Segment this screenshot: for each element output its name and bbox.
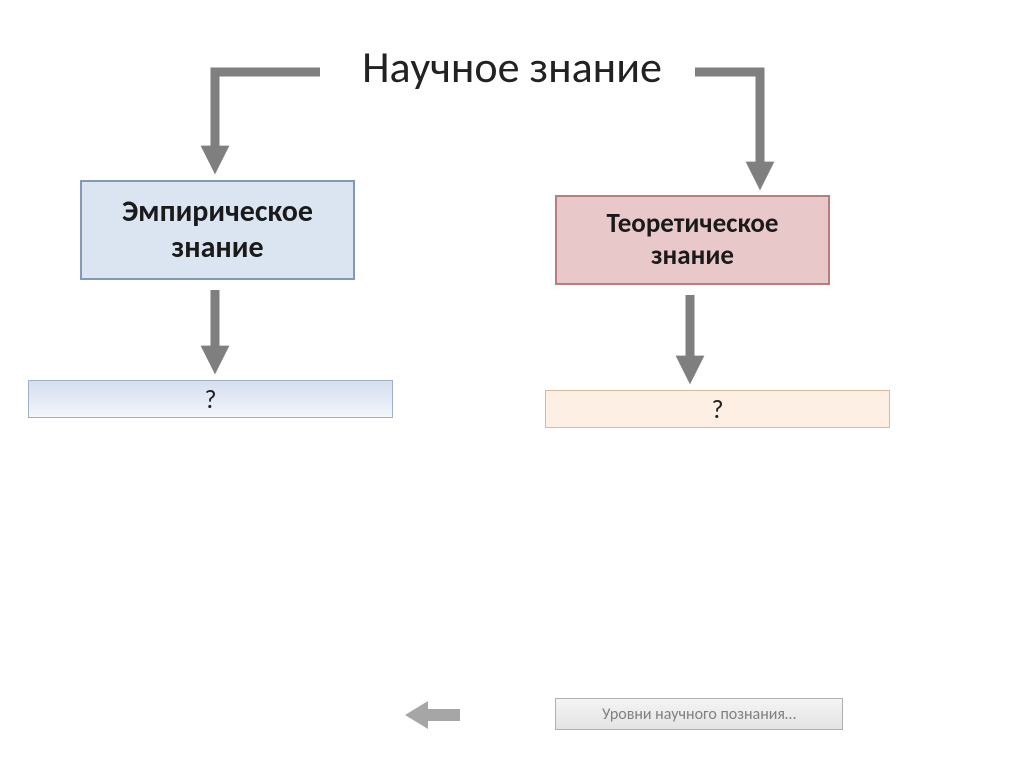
node-question-right-label: ? (711, 393, 723, 425)
levels-button-label: Уровни научного познания… (602, 705, 796, 724)
node-question-left-label: ? (204, 383, 216, 415)
node-question-right: ? (545, 390, 890, 428)
levels-button[interactable]: Уровни научного познания… (555, 698, 843, 730)
back-arrow-icon[interactable] (380, 690, 470, 740)
node-question-left: ? (28, 380, 393, 418)
